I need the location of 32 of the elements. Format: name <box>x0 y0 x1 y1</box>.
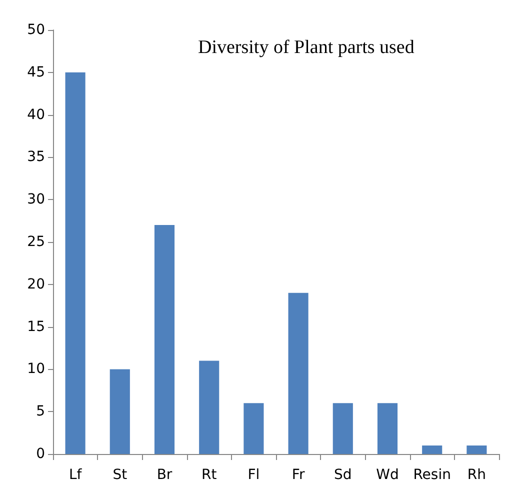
bar <box>332 403 353 454</box>
y-tick-label: 40 <box>27 106 45 123</box>
x-tick-label: Rt <box>201 467 218 483</box>
y-tick-label: 30 <box>27 192 45 208</box>
x-tick-label: Wd <box>376 467 399 483</box>
x-tick-label: St <box>112 467 128 483</box>
bar <box>377 403 398 454</box>
x-tick-label: Sd <box>334 467 352 483</box>
y-tick-label: 45 <box>27 64 45 80</box>
bar <box>288 292 308 454</box>
x-tick-label: Fr <box>292 467 305 483</box>
y-tick-label: 20 <box>27 276 45 292</box>
bar <box>199 360 220 454</box>
bar <box>154 225 175 454</box>
bar <box>244 403 264 454</box>
y-tick-label: 25 <box>27 234 45 250</box>
y-tick-label: 15 <box>27 318 45 335</box>
bar <box>422 446 442 454</box>
x-tick-label: Lf <box>68 467 83 483</box>
bar <box>466 446 487 454</box>
x-tick-label: Resin <box>413 467 451 483</box>
bar <box>110 369 130 454</box>
x-tick-label: Fl <box>248 467 260 483</box>
chart-title: Diversity of Plant parts used <box>198 37 415 58</box>
bar <box>65 72 86 454</box>
y-tick-label: 5 <box>36 404 45 420</box>
y-tick-label: 10 <box>27 361 45 378</box>
y-tick-label: 50 <box>27 22 45 38</box>
x-tick-label: Rh <box>467 467 486 483</box>
x-tick-label: Br <box>156 467 172 483</box>
y-tick-label: 35 <box>27 149 45 166</box>
y-tick-label: 0 <box>36 446 45 462</box>
